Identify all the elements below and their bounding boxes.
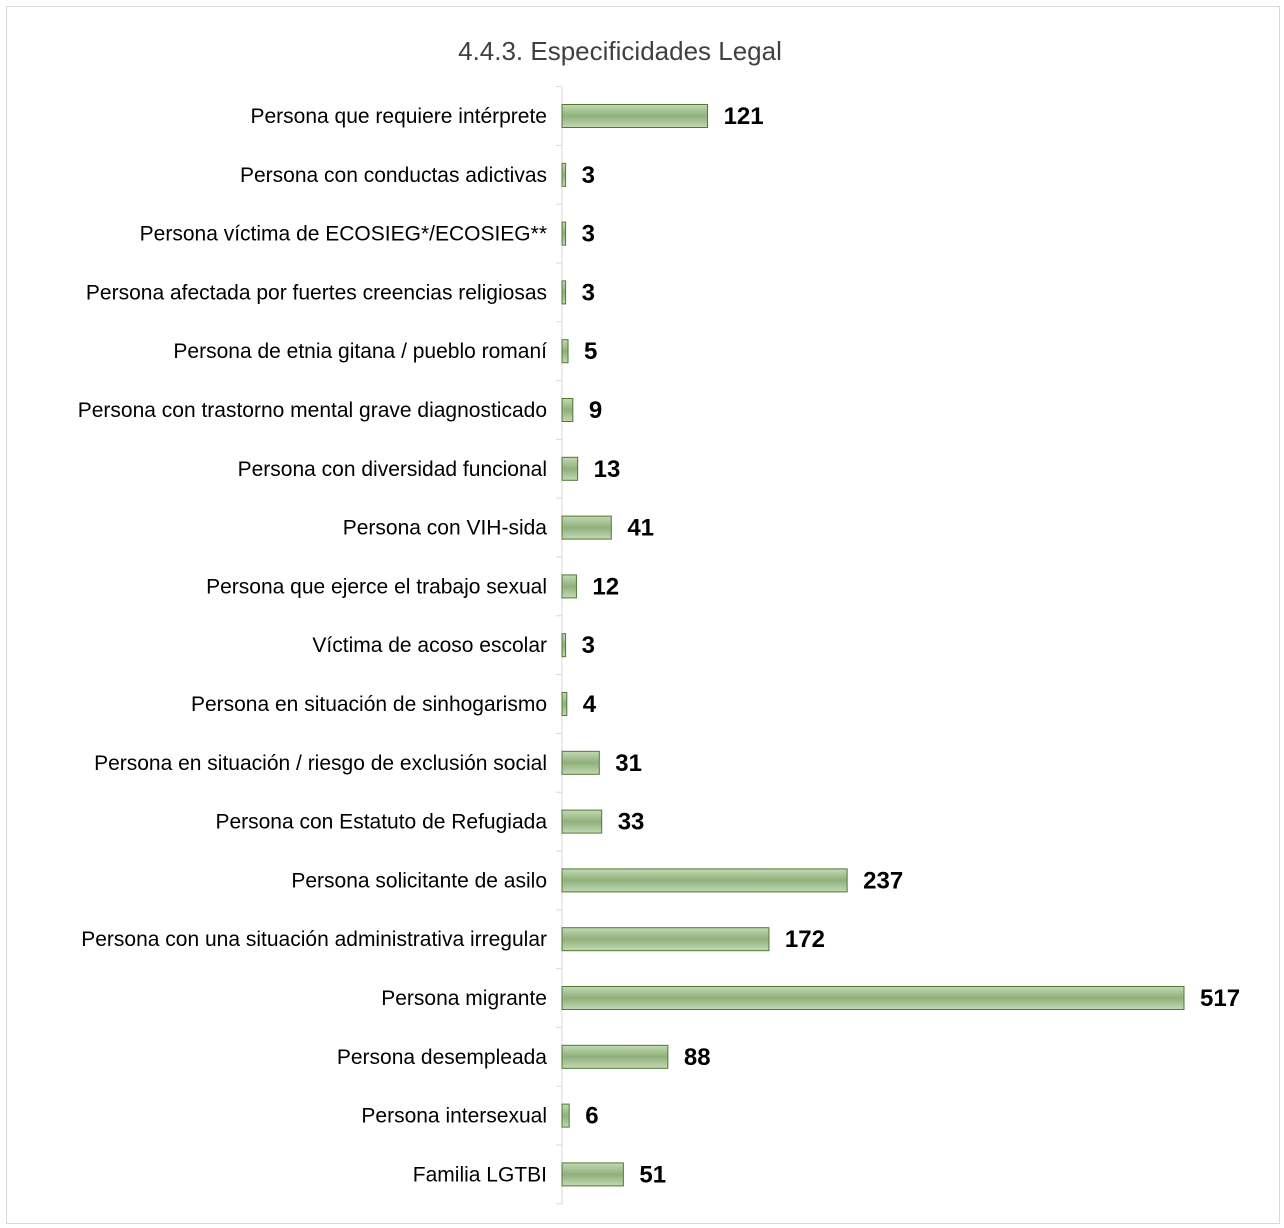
bar: [561, 927, 770, 952]
value-label: 172: [785, 926, 825, 953]
bar: [561, 456, 579, 481]
bar: [561, 398, 574, 422]
value-label: 88: [684, 1044, 711, 1071]
category-label: Persona que ejerce el trabajo sexual: [206, 575, 547, 598]
value-label: 3: [582, 221, 595, 248]
bar: [561, 750, 600, 775]
bar: [561, 1162, 624, 1187]
category-label: Persona de etnia gitana / pueblo romaní: [173, 340, 547, 363]
category-label: Persona víctima de ECOSIEG*/ECOSIEG**: [140, 223, 547, 246]
value-label: 121: [724, 103, 764, 130]
bar: [561, 1044, 669, 1069]
value-label: 3: [582, 279, 595, 306]
value-label: 4: [583, 691, 597, 718]
value-label: 9: [589, 397, 602, 424]
value-label: 33: [618, 809, 645, 836]
category-label: Persona que requiere intérprete: [250, 105, 547, 128]
bars: [561, 104, 1185, 1187]
category-label: Persona desempleada: [337, 1046, 547, 1069]
bar: [561, 692, 568, 716]
bar: [561, 633, 567, 658]
category-label: Persona migrante: [381, 987, 547, 1010]
value-label: 6: [585, 1103, 598, 1130]
category-labels: Persona que requiere intérprete Persona c…: [78, 105, 548, 1186]
category-label: Familia LGTBI: [413, 1163, 547, 1186]
value-label: 3: [582, 162, 595, 189]
bar: [561, 515, 612, 540]
category-label: Persona con trastorno mental grave diagn…: [78, 399, 547, 422]
bar: [561, 221, 567, 246]
bar: [561, 868, 848, 893]
value-label: 51: [639, 1161, 666, 1188]
bar: [561, 1103, 570, 1128]
category-label: Persona solicitante de asilo: [291, 869, 547, 892]
bar: [561, 986, 1185, 1010]
bar: [561, 280, 567, 305]
value-label: 237: [863, 867, 903, 894]
value-label: 41: [627, 515, 654, 542]
value-label: 3: [582, 632, 595, 659]
value-label: 12: [592, 573, 619, 600]
value-label: 5: [584, 338, 597, 365]
category-label: Persona afectada por fuertes creencias r…: [86, 281, 547, 304]
bar: [561, 809, 603, 834]
category-label: Persona en situación / riesgo de exclusi…: [94, 752, 547, 775]
bar: [561, 339, 569, 364]
chart-frame: [6, 6, 1280, 1224]
category-label: Persona con diversidad funcional: [238, 458, 547, 481]
category-label: Persona intersexual: [361, 1105, 547, 1128]
category-label: Víctima de acoso escolar: [312, 634, 547, 657]
value-label: 13: [594, 456, 621, 483]
category-label: Persona con VIH-sida: [343, 517, 548, 540]
value-label: 517: [1200, 985, 1240, 1012]
bar: [561, 574, 577, 599]
category-label: Persona con Estatuto de Refugiada: [215, 811, 547, 834]
category-label: Persona en situación de sinhogarismo: [191, 693, 547, 716]
category-axis: [556, 86, 563, 1205]
bar: [561, 104, 709, 128]
bar: [561, 162, 567, 187]
category-label: Persona con conductas adictivas: [240, 164, 547, 187]
value-label: 31: [615, 750, 642, 777]
chart-title: 4.4.3. Especificidades Legal: [458, 36, 782, 66]
category-label: Persona con una situación administrativa…: [81, 928, 547, 951]
